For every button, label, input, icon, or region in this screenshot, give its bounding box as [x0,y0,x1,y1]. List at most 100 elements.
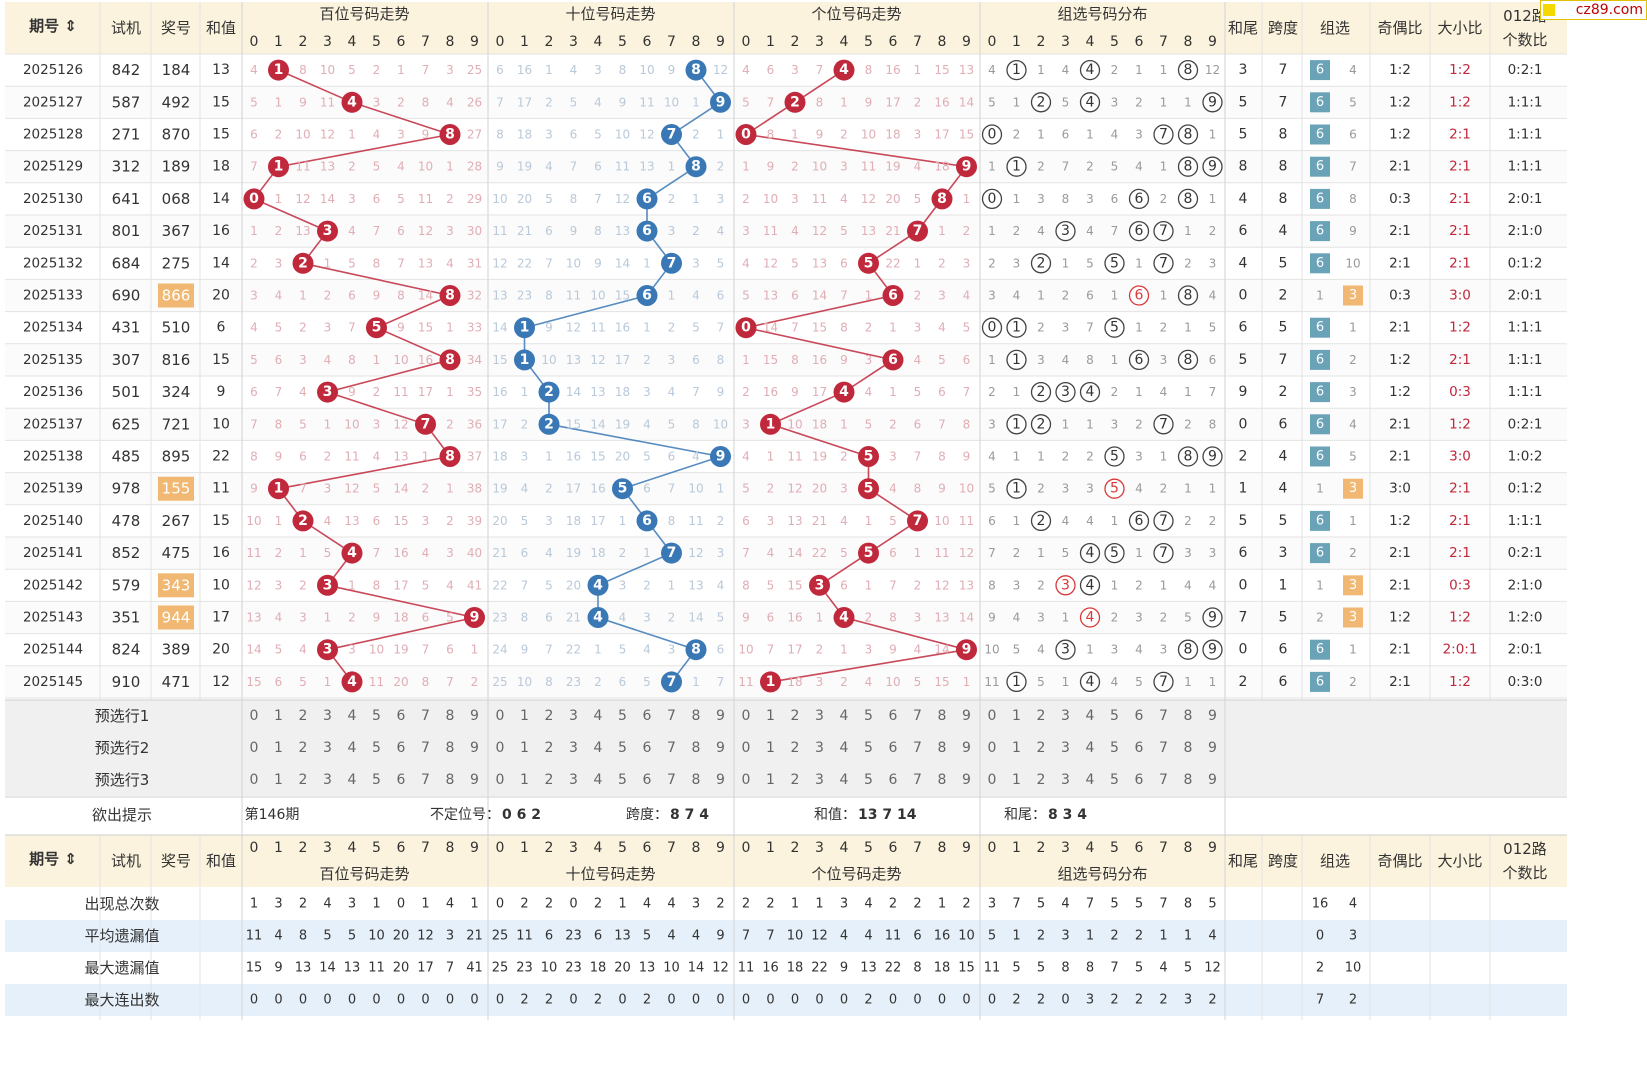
preselect-digit[interactable]: 5 [618,772,627,788]
preselect-digit[interactable]: 8 [1184,708,1193,724]
preselect-digit[interactable]: 9 [470,708,479,724]
preselect-digit[interactable]: 7 [421,772,430,788]
preselect-digit[interactable]: 0 [742,740,751,756]
preselect-digit[interactable]: 8 [692,708,701,724]
preselect-digit[interactable]: 6 [397,772,406,788]
preselect-digit[interactable]: 4 [840,772,849,788]
preselect-digit[interactable]: 3 [569,708,578,724]
preselect-digit[interactable]: 4 [1086,772,1095,788]
preselect-digit[interactable]: 7 [667,772,676,788]
site-logo[interactable]: cz89.com [1540,0,1647,20]
preselect-digit[interactable]: 9 [716,740,725,756]
preselect-digit[interactable]: 0 [742,708,751,724]
preselect-digit[interactable]: 3 [569,740,578,756]
preselect-digit[interactable]: 7 [1159,708,1168,724]
preselect-digit[interactable]: 0 [988,740,997,756]
preselect-digit[interactable]: 1 [766,772,775,788]
preselect-digit[interactable]: 7 [667,708,676,724]
preselect-digit[interactable]: 8 [692,772,701,788]
preselect-digit[interactable]: 6 [643,708,652,724]
preselect-digit[interactable]: 1 [1012,708,1021,724]
preselect-digit[interactable]: 1 [520,740,529,756]
preselect-digit[interactable]: 4 [348,708,357,724]
preselect-digit[interactable]: 3 [1061,708,1070,724]
preselect-digit[interactable]: 5 [618,708,627,724]
preselect-digit[interactable]: 2 [791,772,800,788]
preselect-digit[interactable]: 1 [274,772,283,788]
preselect-digit[interactable]: 3 [1061,740,1070,756]
preselect-digit[interactable]: 7 [913,740,922,756]
preselect-digit[interactable]: 7 [1159,772,1168,788]
preselect-digit[interactable]: 5 [1110,708,1119,724]
preselect-digit[interactable]: 4 [840,708,849,724]
preselect-digit[interactable]: 6 [643,772,652,788]
preselect-digit[interactable]: 4 [1086,740,1095,756]
preselect-digit[interactable]: 6 [397,740,406,756]
preselect-digit[interactable]: 5 [864,772,873,788]
preselect-digit[interactable]: 0 [496,708,505,724]
preselect-digit[interactable]: 1 [274,708,283,724]
preselect-digit[interactable]: 3 [1061,772,1070,788]
preselect-digit[interactable]: 9 [1208,740,1217,756]
preselect-digit[interactable]: 3 [323,740,332,756]
preselect-digit[interactable]: 9 [470,772,479,788]
preselect-digit[interactable]: 5 [1110,740,1119,756]
preselect-digit[interactable]: 1 [1012,772,1021,788]
preselect-digit[interactable]: 2 [299,740,308,756]
preselect-digit[interactable]: 6 [1135,772,1144,788]
preselect-digit[interactable]: 1 [766,740,775,756]
preselect-digit[interactable]: 5 [372,740,381,756]
preselect-digit[interactable]: 5 [618,740,627,756]
preselect-digit[interactable]: 9 [962,740,971,756]
preselect-digit[interactable]: 5 [372,708,381,724]
preselect-digit[interactable]: 1 [520,708,529,724]
preselect-digit[interactable]: 2 [545,772,554,788]
preselect-digit[interactable]: 4 [348,772,357,788]
preselect-digit[interactable]: 0 [496,772,505,788]
preselect-digit[interactable]: 4 [594,772,603,788]
preselect-digit[interactable]: 3 [815,772,824,788]
preselect-digit[interactable]: 9 [1208,772,1217,788]
preselect-digit[interactable]: 2 [545,708,554,724]
preselect-digit[interactable]: 2 [791,708,800,724]
preselect-digit[interactable]: 1 [520,772,529,788]
preselect-digit[interactable]: 5 [864,708,873,724]
preselect-digit[interactable]: 4 [1086,708,1095,724]
preselect-digit[interactable]: 3 [323,708,332,724]
preselect-digit[interactable]: 8 [1184,772,1193,788]
preselect-digit[interactable]: 2 [1037,708,1046,724]
preselect-digit[interactable]: 6 [397,708,406,724]
preselect-digit[interactable]: 2 [545,740,554,756]
preselect-digit[interactable]: 4 [594,708,603,724]
preselect-digit[interactable]: 8 [938,772,947,788]
preselect-digit[interactable]: 1 [1012,740,1021,756]
preselect-digit[interactable]: 3 [815,740,824,756]
preselect-digit[interactable]: 8 [446,708,455,724]
preselect-digit[interactable]: 8 [692,740,701,756]
preselect-digit[interactable]: 9 [962,772,971,788]
preselect-digit[interactable]: 2 [1037,740,1046,756]
preselect-digit[interactable]: 8 [446,772,455,788]
preselect-digit[interactable]: 4 [348,740,357,756]
preselect-digit[interactable]: 7 [667,740,676,756]
preselect-digit[interactable]: 0 [496,740,505,756]
preselect-digit[interactable]: 6 [889,772,898,788]
preselect-digit[interactable]: 2 [299,772,308,788]
preselect-digit[interactable]: 7 [913,708,922,724]
preselect-digit[interactable]: 6 [643,740,652,756]
preselect-digit[interactable]: 2 [1037,772,1046,788]
preselect-digit[interactable]: 8 [1184,740,1193,756]
preselect-digit[interactable]: 1 [274,740,283,756]
preselect-digit[interactable]: 8 [938,708,947,724]
preselect-digit[interactable]: 5 [1110,772,1119,788]
preselect-digit[interactable]: 1 [766,708,775,724]
preselect-digit[interactable]: 8 [446,740,455,756]
preselect-digit[interactable]: 2 [299,708,308,724]
preselect-digit[interactable]: 9 [470,740,479,756]
preselect-digit[interactable]: 5 [864,740,873,756]
preselect-digit[interactable]: 6 [1135,708,1144,724]
preselect-digit[interactable]: 0 [250,708,259,724]
preselect-digit[interactable]: 4 [840,740,849,756]
preselect-digit[interactable]: 9 [962,708,971,724]
preselect-digit[interactable]: 7 [421,740,430,756]
